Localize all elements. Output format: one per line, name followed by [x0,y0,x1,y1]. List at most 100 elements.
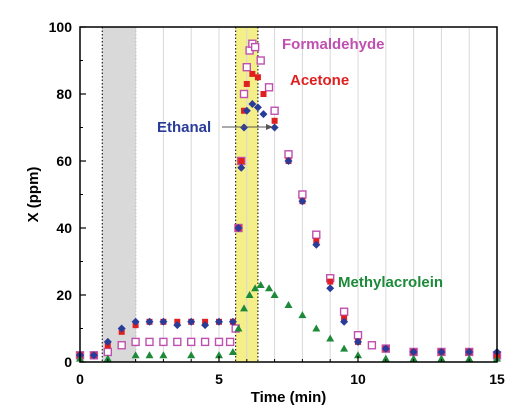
data-point-methylacrolein [409,354,418,362]
data-point-ethanal [201,321,210,330]
data-point-ethanal [145,317,154,326]
data-point-ethanal [298,197,307,206]
data-point-formaldehyde [270,106,279,115]
data-point-ethanal [253,103,262,112]
series-methylacrolein [76,280,501,362]
data-point-formaldehyde [339,307,349,316]
data-point-methylacrolein [270,291,279,298]
data-point-methylacrolein [234,324,243,332]
data-point-ethanal [354,337,362,346]
series-labels: Formaldehyde Acetone Ethanal Methylacrolein [157,36,443,291]
data-point-ethanal [234,224,243,232]
series-label-acetone: Acetone [290,72,349,89]
data-point-methylacrolein [340,344,349,352]
data-point-methylacrolein [437,354,446,362]
data-point-methylacrolein [228,347,237,355]
data-point-methylacrolein [381,354,390,362]
data-point-ethanal [215,317,223,326]
data-point-formaldehyde [103,347,113,357]
data-point-formaldehyde [200,337,210,347]
data-point-formaldehyde [214,337,224,347]
y-tick-label: 20 [56,287,72,303]
data-point-ethanal [312,240,321,249]
data-point-formaldehyde [250,42,260,52]
data-point-methylacrolein [312,324,321,332]
data-point-ethanal [103,337,112,346]
data-point-ethanal [228,317,237,326]
x-tick-label: 0 [76,371,84,387]
data-point-formaldehyde [367,341,377,350]
grid-lines [107,27,470,362]
data-point-acetone [243,80,250,87]
data-point-formaldehyde [264,83,274,92]
data-point-acetone [260,91,267,97]
data-point-formaldehyde [159,337,168,347]
data-points [75,39,502,362]
x-axis-title: Time (min) [251,389,327,406]
series-label-methylacrolein: Methylacrolein [338,274,443,291]
data-point-formaldehyde [298,190,307,199]
data-point-ethanal [465,347,474,356]
data-point-ethanal [159,317,168,326]
data-point-ethanal [340,317,349,326]
data-point-formaldehyde [242,63,252,72]
data-point-methylacrolein [145,351,154,359]
data-point-ethanal [131,317,140,326]
y-tick-label: 40 [56,220,72,236]
shaded-regions [101,27,259,362]
data-point-methylacrolein [284,301,293,309]
data-point-ethanal [248,100,257,109]
data-point-methylacrolein [187,351,196,359]
data-point-methylacrolein [131,351,140,359]
series-label-formaldehyde: Formaldehyde [282,36,385,53]
data-point-ethanal [270,123,279,132]
data-point-formaldehyde [239,89,249,99]
data-point-methylacrolein [215,351,223,359]
data-point-formaldehyde [117,341,126,350]
x-tick-label: 10 [350,371,366,387]
data-point-acetone [327,278,334,285]
data-point-methylacrolein [354,351,362,359]
series-label-ethanal: Ethanal [157,119,211,136]
data-point-methylacrolein [265,284,274,292]
data-point-ethanal [117,324,126,333]
data-point-methylacrolein [159,351,168,359]
data-point-ethanal [284,157,293,165]
data-point-formaldehyde [225,337,235,347]
data-point-methylacrolein [240,304,249,312]
data-point-formaldehyde [145,337,154,347]
shaded-region [102,27,136,362]
y-tick-label: 80 [56,86,72,102]
data-point-ethanal [187,317,196,326]
data-point-methylacrolein [251,284,260,292]
y-tick-label: 60 [56,153,72,169]
series-acetone [77,70,500,359]
data-point-ethanal [437,347,446,356]
data-point-ethanal [259,110,268,119]
data-point-acetone [238,158,245,164]
y-tick-label: 100 [49,19,73,35]
data-point-ethanal [173,321,182,330]
data-point-methylacrolein [245,291,254,298]
y-tick-label: 0 [64,354,72,370]
data-point-ethanal [237,163,246,172]
x-tick-label: 5 [215,371,223,387]
data-point-acetone [249,70,256,77]
y-axis-title: X (ppm) [25,167,42,223]
ethanal-leader-arrow [266,124,273,130]
data-point-formaldehyde [173,337,182,347]
data-point-methylacrolein [465,354,474,362]
data-point-formaldehyde [256,56,265,65]
data-point-methylacrolein [256,280,265,288]
series-ethanal [76,100,501,360]
axis-ticks: 0 5 10 15 0 20 40 60 80 100 [49,19,505,387]
data-point-ethanal [381,344,390,353]
data-point-ethanal [89,351,98,360]
data-point-formaldehyde [131,337,140,347]
data-point-methylacrolein [326,334,335,342]
data-point-methylacrolein [298,311,307,319]
data-point-ethanal [326,284,335,293]
plot-frame [79,26,498,363]
